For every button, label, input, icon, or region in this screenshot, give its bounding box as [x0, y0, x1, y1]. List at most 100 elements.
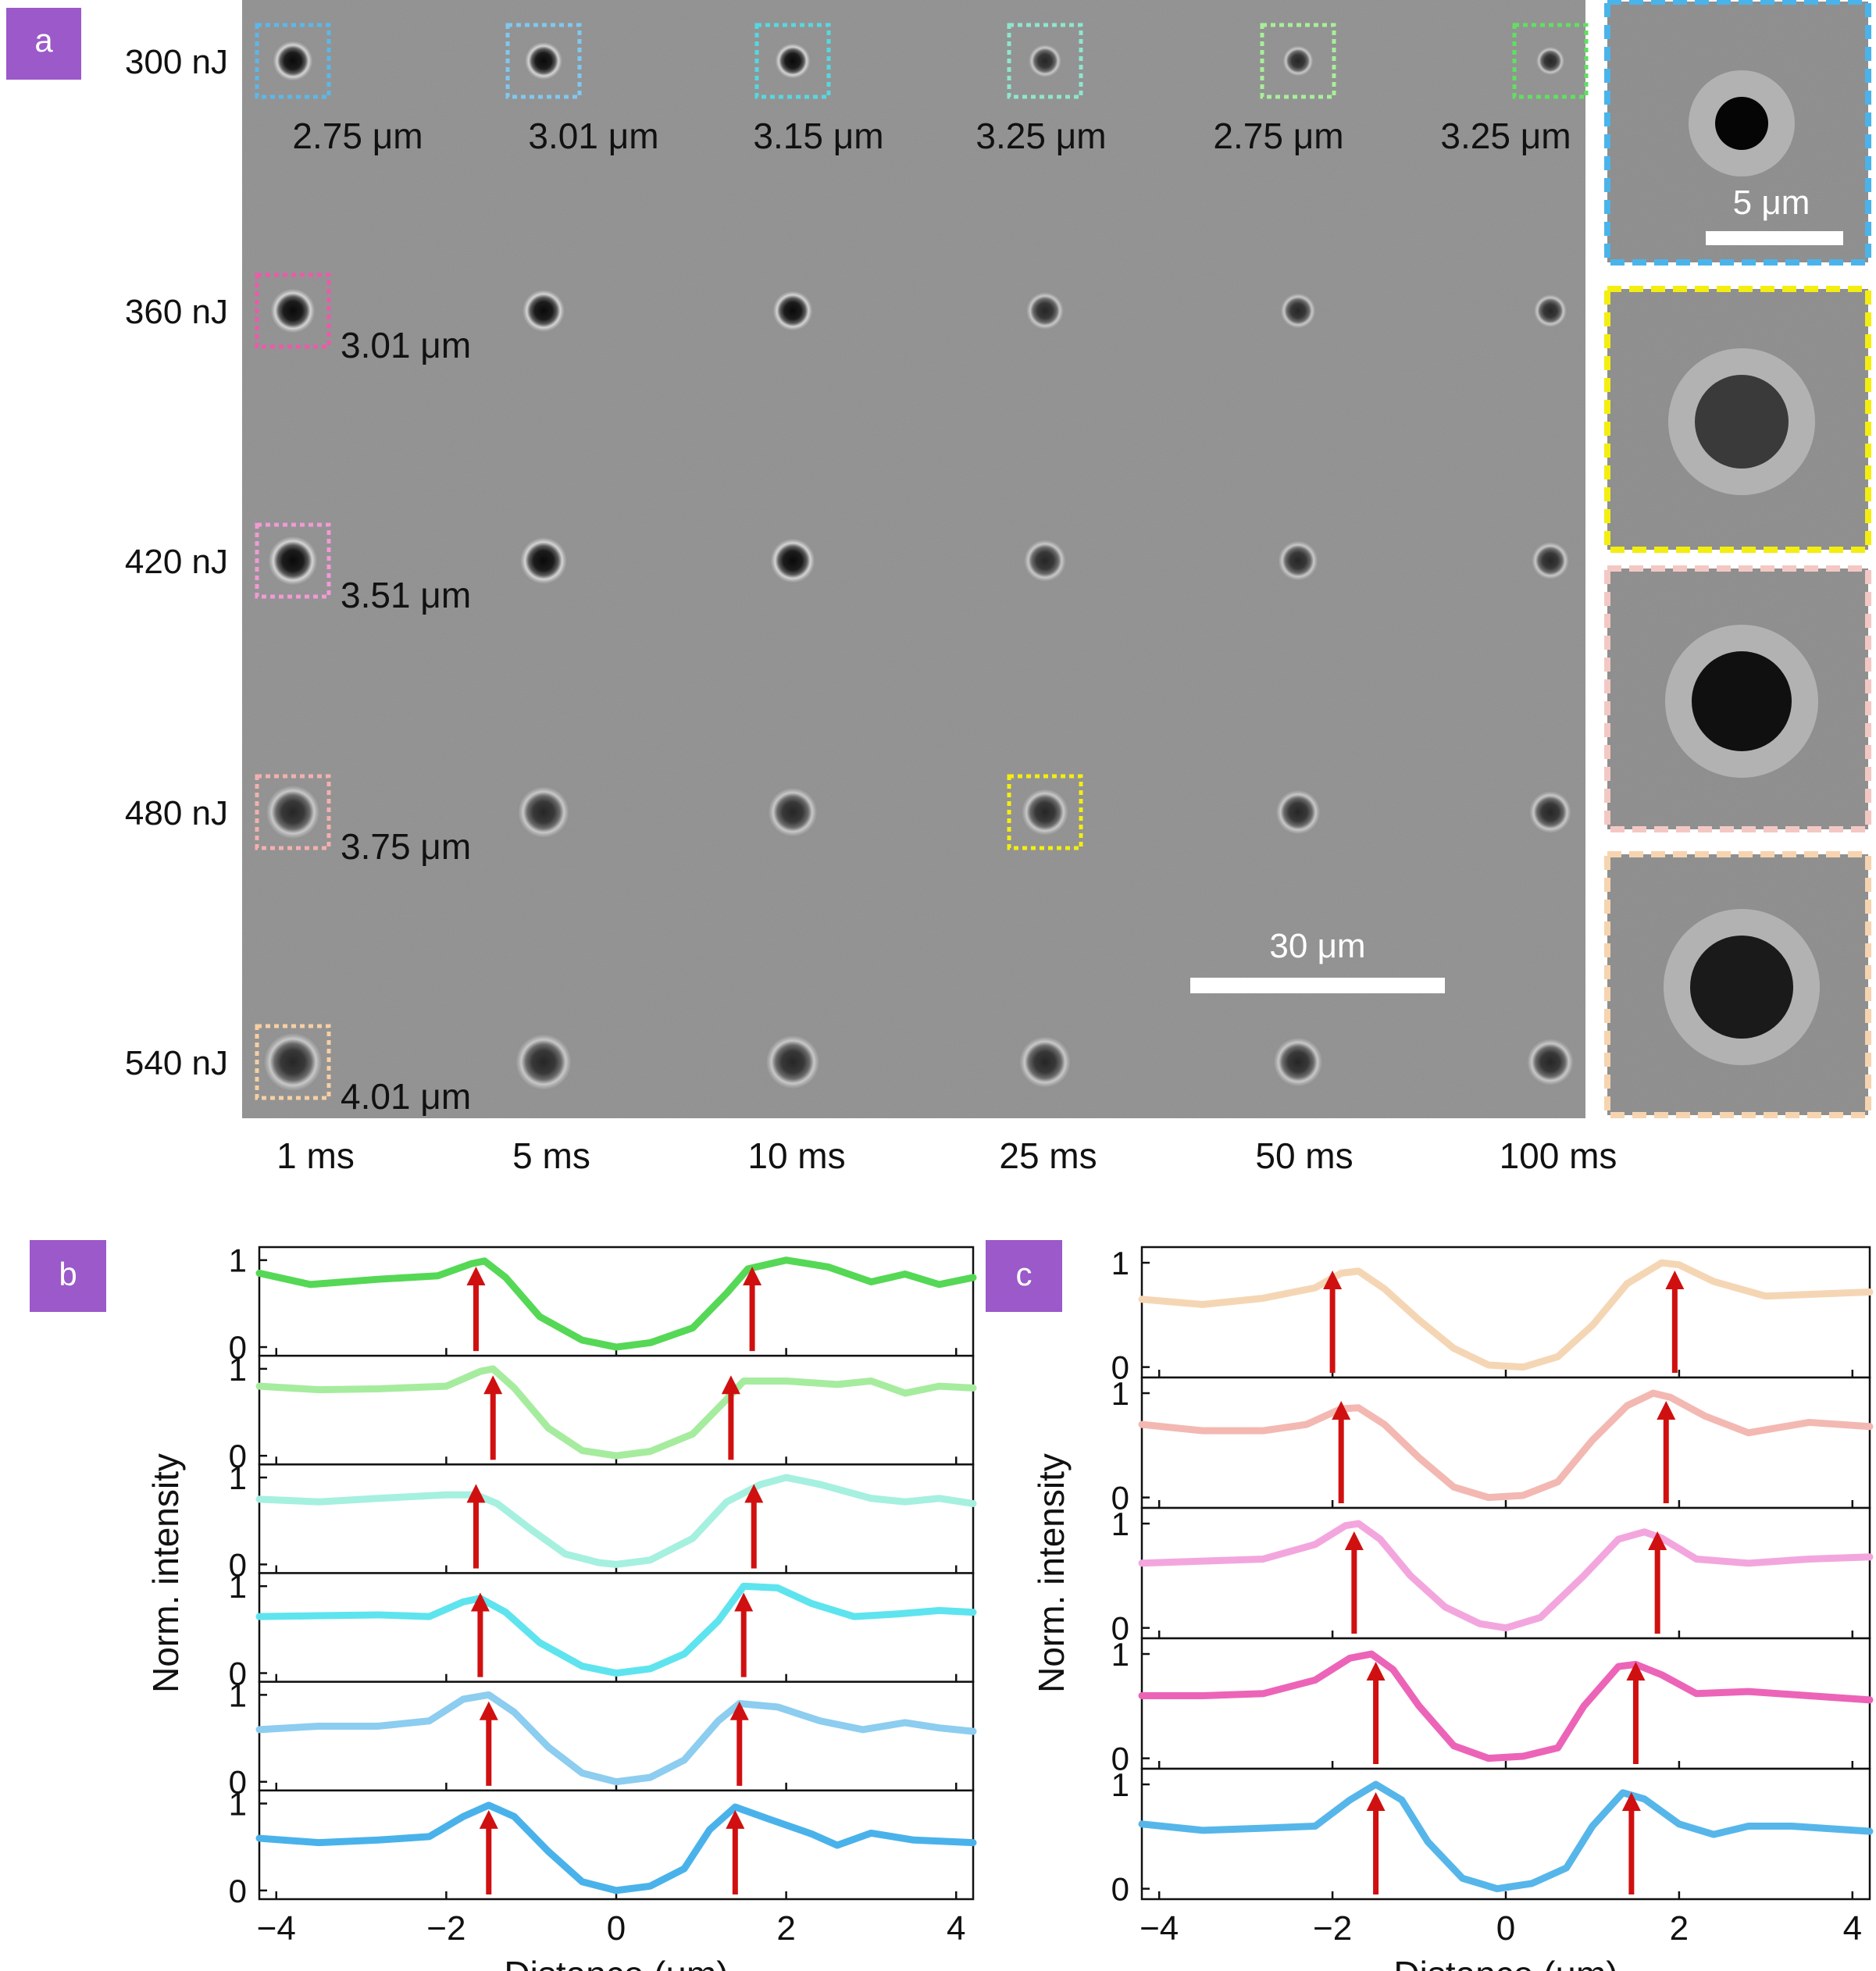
inset-scalebar: [1706, 231, 1843, 245]
diameter-label: 3.25 μm: [975, 116, 1106, 156]
x-tick-label: 4: [947, 1909, 965, 1948]
y-tick-label: 0: [1111, 1349, 1129, 1386]
peak-arrow-head: [1366, 1662, 1386, 1681]
ablation-spot: [1278, 540, 1318, 581]
x-axis-label: Distance (μm): [504, 1954, 728, 1971]
inset-spot-core: [1715, 97, 1768, 150]
peak-arrow-head: [1332, 1401, 1351, 1420]
diameter-label: 3.51 μm: [341, 575, 471, 615]
y-tick-label: 1: [1111, 1245, 1129, 1281]
peak-arrow-head: [1648, 1531, 1667, 1551]
inset-spot-core: [1692, 651, 1792, 751]
panel-a: a 300 nJ 360 nJ 420 nJ 480 nJ 540 nJ 2.75 μm…: [6, 0, 1871, 1176]
panel-label-a: a: [34, 22, 53, 59]
spot-highlight-box: [754, 23, 831, 99]
micrograph-noise: [242, 0, 1585, 1118]
diameter-label: 2.75 μm: [292, 116, 423, 156]
y-tick-label: 0: [229, 1329, 247, 1366]
ablation-spot: [519, 536, 568, 585]
ablation-spot: [517, 786, 570, 839]
y-tick-label: 0: [229, 1764, 247, 1801]
ablation-spot: [1023, 539, 1067, 583]
y-tick-label: 0: [229, 1438, 247, 1474]
ablation-spot: [1021, 788, 1069, 836]
inset-scalebar-label: 5 μm: [1733, 184, 1810, 222]
peak-arrow-head: [1626, 1662, 1646, 1681]
panel-label-b: b: [59, 1256, 77, 1292]
ablation-spot: [268, 536, 318, 586]
y-tick-label: 0: [229, 1656, 247, 1692]
spot-highlight-box: [1007, 774, 1083, 850]
duration-label: 10 ms: [747, 1135, 845, 1176]
intensity-profile-line: [1138, 1389, 1874, 1502]
spot-highlight-box: [505, 23, 582, 99]
ablation-spot: [1282, 45, 1314, 77]
peak-arrow-head: [1657, 1401, 1676, 1420]
spot-highlight-box: [1512, 23, 1589, 99]
ablation-spot: [270, 288, 316, 333]
subplot-frame: [258, 1463, 975, 1574]
ablation-spot: [524, 41, 563, 80]
diameter-label: 3.15 μm: [753, 116, 883, 156]
x-tick-label: −2: [426, 1909, 465, 1948]
diameter-label: 2.75 μm: [1213, 116, 1343, 156]
subplot-frame: [258, 1246, 975, 1357]
spot-highlight-box: [255, 522, 331, 599]
y-tick-label: 1: [1111, 1375, 1129, 1412]
intensity-profile-line: [255, 1691, 977, 1786]
peak-arrow-head: [466, 1267, 486, 1286]
ablation-spot: [768, 787, 818, 837]
peak-arrow-head: [479, 1701, 498, 1720]
intensity-profile-line: [255, 1582, 977, 1677]
inset-spot-core: [1695, 375, 1789, 469]
subplot-frame: [1140, 1637, 1871, 1770]
ablation-spot: [1531, 541, 1570, 580]
ablation-spot: [1028, 44, 1062, 78]
x-tick-label: −2: [1313, 1909, 1352, 1948]
ablation-spots: [263, 41, 1575, 1092]
ablation-spot: [772, 290, 813, 331]
x-tick-label: 0: [1496, 1909, 1515, 1948]
y-tick-label: 1: [229, 1460, 247, 1496]
diameter-label: 3.01 μm: [528, 116, 658, 156]
x-tick-label: −4: [1140, 1909, 1179, 1948]
peak-arrow-head: [729, 1701, 749, 1720]
y-tick-label: 1: [229, 1786, 247, 1823]
panel-badge-b: [30, 1240, 106, 1312]
peak-arrow-head: [1621, 1792, 1641, 1812]
intensity-profile-line: [1138, 1259, 1874, 1371]
x-tick-label: 4: [1843, 1909, 1862, 1948]
subplot-frame: [1140, 1506, 1871, 1640]
intensity-profile-line: [1138, 1520, 1874, 1632]
y-tick-label: 0: [229, 1873, 247, 1909]
duration-label: 25 ms: [999, 1135, 1097, 1176]
zoom-insets: [1604, 0, 1871, 1118]
y-axis-label: Norm. intensity: [1031, 1453, 1072, 1693]
panel-label-c: c: [1016, 1256, 1033, 1292]
ablation-spot: [1535, 46, 1565, 76]
diameter-label: 3.01 μm: [341, 325, 471, 365]
y-tick-label: 1: [229, 1242, 247, 1279]
x-tick-label: 2: [1670, 1909, 1689, 1948]
ablation-spot: [1273, 1037, 1323, 1087]
ablation-spot: [1025, 291, 1065, 330]
subplot-frame: [258, 1354, 975, 1466]
peak-arrow-head: [744, 1484, 764, 1503]
scalebar-30um-label: 30 μm: [1269, 927, 1365, 965]
duration-label: 100 ms: [1500, 1135, 1617, 1176]
peak-arrow-head: [721, 1375, 740, 1395]
peak-arrow-head: [1323, 1271, 1343, 1290]
ablation-spot: [266, 785, 320, 839]
scalebar-30um: [1190, 978, 1445, 993]
peak-arrow-head: [1366, 1792, 1386, 1812]
ablation-spot: [1526, 1038, 1575, 1086]
subplot-frame: [1140, 1767, 1871, 1901]
subplot-frame: [258, 1789, 975, 1901]
intensity-profile-line: [1138, 1650, 1874, 1762]
duration-label: 1 ms: [276, 1135, 355, 1176]
subplot-frame: [258, 1681, 975, 1792]
